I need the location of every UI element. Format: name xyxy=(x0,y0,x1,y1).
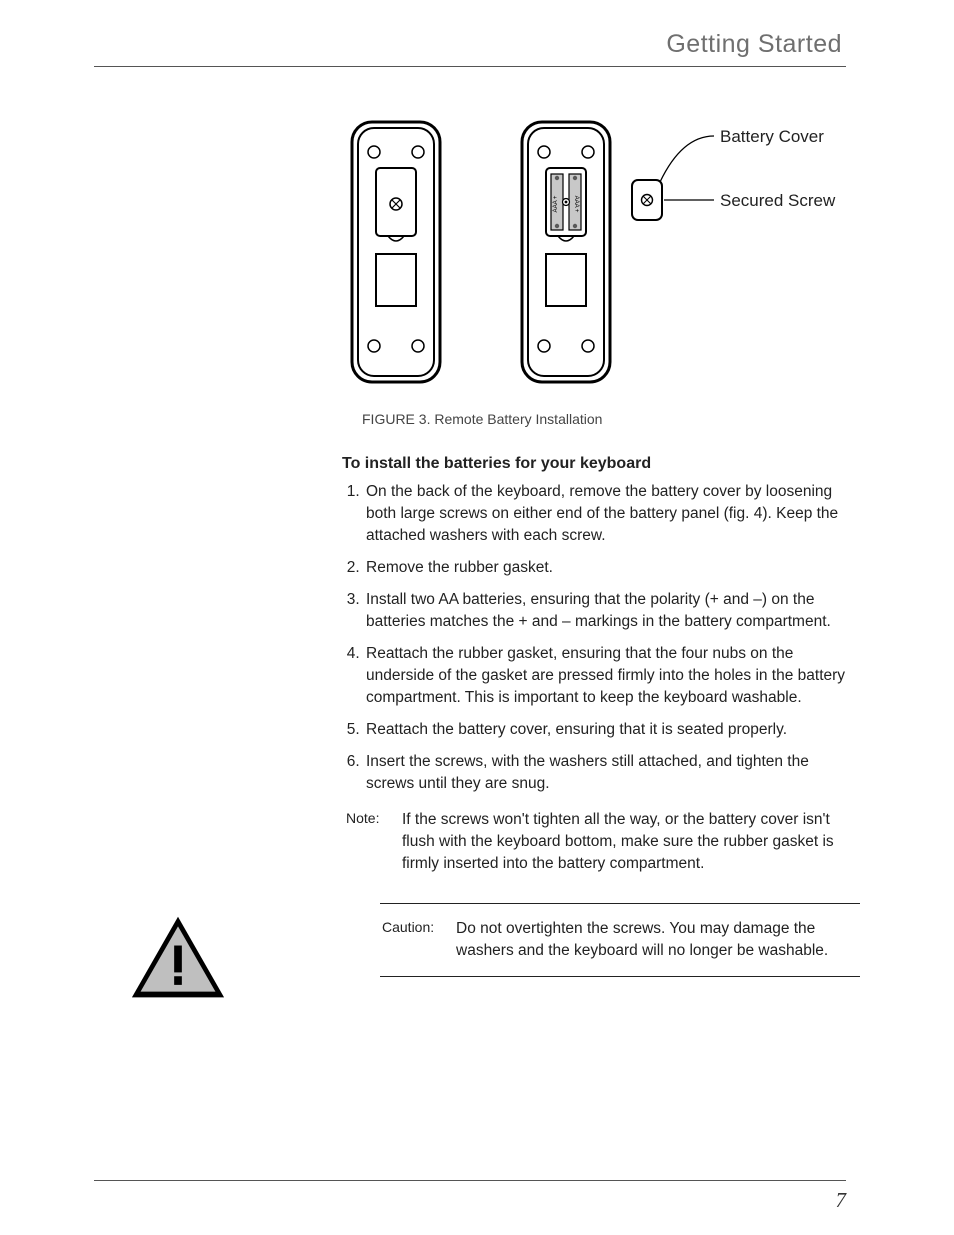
page-header: Getting Started xyxy=(112,36,842,70)
caution-label: Caution: xyxy=(382,918,456,962)
caution-text: Do not overtighten the screws. You may d… xyxy=(456,918,858,962)
subheading: To install the batteries for your keyboa… xyxy=(342,455,852,473)
callout-secured-screw: Secured Screw xyxy=(720,191,836,210)
step-item: Reattach the rubber gasket, ensuring tha… xyxy=(364,643,852,709)
svg-text:AAA +: AAA + xyxy=(573,196,579,213)
document-page: Getting Started xyxy=(0,0,954,1235)
install-steps-list: On the back of the keyboard, remove the … xyxy=(342,481,852,795)
svg-text:AAA +: AAA + xyxy=(553,195,559,212)
figure-3: AAA + AAA + Battery C xyxy=(342,118,842,395)
step-item: On the back of the keyboard, remove the … xyxy=(364,481,852,547)
header-rule xyxy=(94,66,846,67)
section-title: Getting Started xyxy=(666,30,842,59)
caution-block: Caution: Do not overtighten the screws. … xyxy=(380,903,860,977)
remote-battery-diagram: AAA + AAA + Battery C xyxy=(342,118,842,390)
note-block: Note: If the screws won't tighten all th… xyxy=(346,809,850,875)
body-content: To install the batteries for your keyboa… xyxy=(342,455,852,795)
note-label: Note: xyxy=(346,809,402,875)
footer-rule xyxy=(94,1180,846,1181)
step-item: Install two AA batteries, ensuring that … xyxy=(364,589,852,633)
warning-triangle-icon xyxy=(130,914,226,1002)
callout-battery-cover: Battery Cover xyxy=(720,127,824,146)
figure-label: FIGURE 3. xyxy=(362,411,430,427)
page-number: 7 xyxy=(836,1188,847,1213)
note-text: If the screws won't tighten all the way,… xyxy=(402,809,850,875)
figure-caption: FIGURE 3. Remote Battery Installation xyxy=(362,411,842,427)
step-item: Remove the rubber gasket. xyxy=(364,557,852,579)
step-item: Insert the screws, with the washers stil… xyxy=(364,751,852,795)
step-item: Reattach the battery cover, ensuring tha… xyxy=(364,719,852,741)
figure-caption-text: Remote Battery Installation xyxy=(434,411,602,427)
